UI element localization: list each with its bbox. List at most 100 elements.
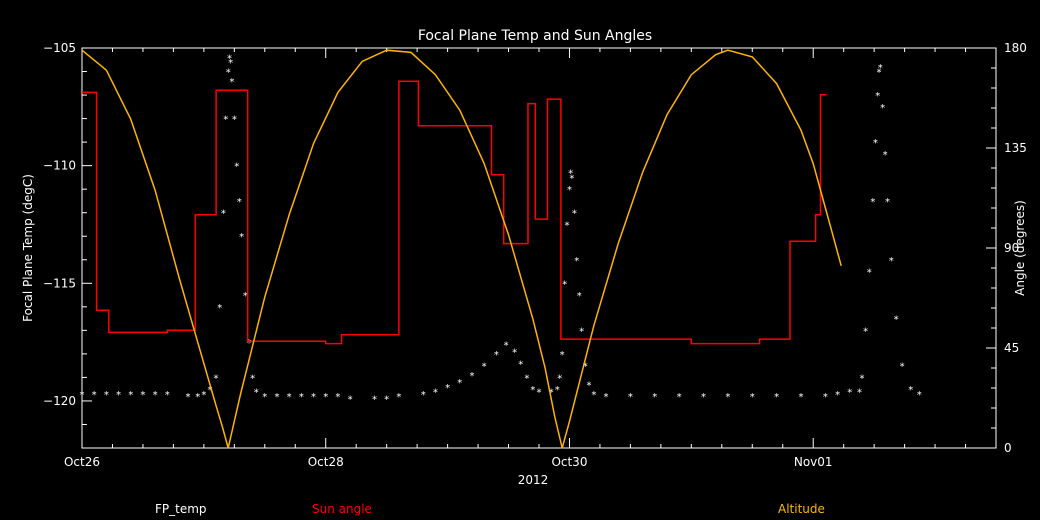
fp-temp-point: * bbox=[237, 197, 242, 208]
fp-temp-point: * bbox=[396, 392, 401, 403]
fp-temp-point: * bbox=[469, 371, 474, 382]
y-axis-right-label: Angle (degrees) bbox=[1013, 200, 1027, 296]
fp-temp-point: * bbox=[894, 315, 899, 326]
legend-altitude: Altitude bbox=[778, 502, 825, 516]
fp-temp-point: * bbox=[857, 388, 862, 399]
fp-temp-point: * bbox=[228, 58, 233, 69]
fp-temp-point: * bbox=[482, 362, 487, 373]
fp-temp-point: * bbox=[591, 390, 596, 401]
fp-temp-point: * bbox=[555, 385, 560, 396]
y-right-tick-label: 0 bbox=[1004, 441, 1012, 455]
fp-temp-point: * bbox=[867, 268, 872, 279]
fp-temp-point: * bbox=[504, 340, 509, 351]
fp-temp-point: * bbox=[207, 385, 212, 396]
fp-temp-point: * bbox=[569, 173, 574, 184]
fp-temp-point: * bbox=[223, 115, 228, 126]
fp-temp-point: * bbox=[243, 291, 248, 302]
x-tick-label: Oct26 bbox=[64, 455, 100, 469]
fp-temp-point: * bbox=[348, 395, 353, 406]
fp-temp-point: * bbox=[583, 362, 588, 373]
fp-temp-point: * bbox=[870, 197, 875, 208]
fp-temp-point: * bbox=[565, 220, 570, 231]
y-right-tick-label: 135 bbox=[1004, 141, 1027, 155]
fp-temp-point: * bbox=[530, 385, 535, 396]
fp-temp-point: * bbox=[883, 150, 888, 161]
fp-temp-point: * bbox=[560, 350, 565, 361]
fp-temp-point: * bbox=[524, 373, 529, 384]
y-right-tick-label: 180 bbox=[1004, 41, 1027, 55]
fp-temp-point: * bbox=[908, 385, 913, 396]
fp-temp-point: * bbox=[567, 185, 572, 196]
fp-temp-point: * bbox=[226, 68, 231, 79]
series-fp-temp: * * * * * * * * * * * * * * * * * * * * * * * * * * * * * * * * * * * * * * * *… bbox=[80, 53, 922, 405]
fp-temp-point: * bbox=[572, 209, 577, 220]
fp-temp-point: * bbox=[799, 392, 804, 403]
fp-temp-point: * bbox=[574, 256, 579, 267]
fp-temp-point: * bbox=[537, 388, 542, 399]
fp-temp-point: * bbox=[847, 388, 852, 399]
fp-temp-point: * bbox=[725, 392, 730, 403]
fp-temp-point: * bbox=[445, 383, 450, 394]
fp-temp-point: * bbox=[92, 390, 97, 401]
y-left-tick-label: −105 bbox=[43, 41, 76, 55]
fp-temp-point: * bbox=[384, 395, 389, 406]
fp-temp-point: * bbox=[421, 390, 426, 401]
axis-ticks: Oct26 Oct28 Oct30 Nov01 −105 −110 −115 −120 0 45 9… bbox=[43, 41, 1027, 469]
fp-temp-point: * bbox=[677, 392, 682, 403]
fp-temp-point: * bbox=[877, 68, 882, 79]
fp-temp-point: * bbox=[186, 392, 191, 403]
fp-temp-point: * bbox=[880, 103, 885, 114]
x-tick-label: Nov01 bbox=[794, 455, 833, 469]
fp-temp-point: * bbox=[153, 390, 158, 401]
y-axis-left-label: Focal Plane Temp (degC) bbox=[21, 174, 35, 322]
fp-temp-point: * bbox=[562, 279, 567, 290]
legend-sun-angle: Sun angle bbox=[312, 502, 372, 516]
fp-temp-point: * bbox=[232, 115, 237, 126]
y-left-tick-label: −120 bbox=[43, 394, 76, 408]
series-sun-angle-line bbox=[82, 80, 827, 345]
y-left-tick-label: −115 bbox=[43, 276, 76, 290]
fp-temp-point: * bbox=[239, 232, 244, 243]
fp-temp-point: * bbox=[201, 390, 206, 401]
fp-temp-point: * bbox=[287, 392, 292, 403]
fp-temp-point: * bbox=[889, 256, 894, 267]
fp-temp-point: * bbox=[579, 326, 584, 337]
fp-temp-point: * bbox=[774, 392, 779, 403]
fp-temp-point: * bbox=[140, 390, 145, 401]
y-right-tick-label: 45 bbox=[1004, 341, 1019, 355]
fp-temp-point: * bbox=[116, 390, 121, 401]
x-axis-label: 2012 bbox=[518, 473, 549, 487]
y-right-tick-label: 90 bbox=[1004, 241, 1019, 255]
legend-fp-temp: FP_temp bbox=[155, 502, 207, 516]
fp-temp-point: * bbox=[311, 392, 316, 403]
fp-temp-point: * bbox=[873, 138, 878, 149]
fp-temp-point: * bbox=[274, 392, 279, 403]
fp-temp-point: * bbox=[335, 392, 340, 403]
fp-temp-point: * bbox=[549, 388, 554, 399]
series-layer: * * * * * * * * * * * * * * * * * * * * * * * * * * * * * * * * * * * * * * * *… bbox=[80, 49, 922, 449]
fp-temp-point: * bbox=[628, 392, 633, 403]
fp-temp-point: * bbox=[835, 390, 840, 401]
chart-title: Focal Plane Temp and Sun Angles bbox=[418, 28, 652, 44]
fp-temp-point: * bbox=[917, 390, 922, 401]
fp-temp-point: * bbox=[859, 373, 864, 384]
fp-temp-point: * bbox=[900, 362, 905, 373]
fp-temp-point: * bbox=[750, 392, 755, 403]
fp-temp-point: * bbox=[512, 348, 517, 359]
fp-temp-point: * bbox=[299, 392, 304, 403]
fp-temp-point: * bbox=[457, 378, 462, 389]
fp-temp-point: * bbox=[104, 390, 109, 401]
fp-temp-point: * bbox=[128, 390, 133, 401]
fp-temp-point: * bbox=[863, 326, 868, 337]
fp-temp-point: * bbox=[250, 373, 255, 384]
fp-temp-point: * bbox=[80, 390, 85, 401]
fp-temp-point: * bbox=[586, 380, 591, 391]
fp-temp-point: * bbox=[701, 392, 706, 403]
fp-temp-point: * bbox=[557, 373, 562, 384]
fp-temp-point: * bbox=[568, 169, 573, 180]
fp-temp-point: * bbox=[604, 392, 609, 403]
fp-temp-point: * bbox=[234, 162, 239, 173]
fp-temp-point: * bbox=[262, 392, 267, 403]
series-altitude-line bbox=[81, 49, 842, 449]
fp-temp-point: * bbox=[577, 291, 582, 302]
